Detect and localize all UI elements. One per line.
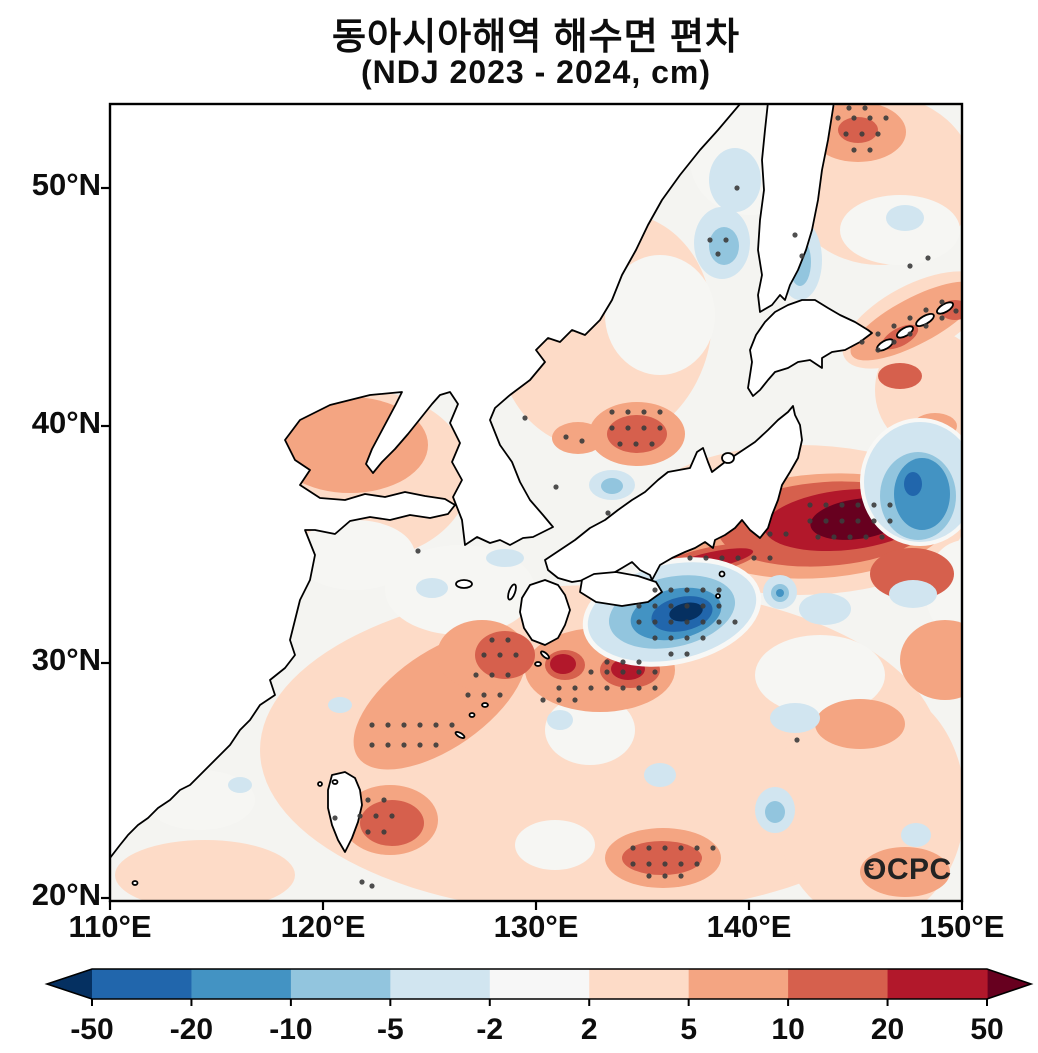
- small-island: [481, 702, 489, 708]
- colorbar-tick-label: -10: [269, 1013, 312, 1046]
- colorbar-tick-label: -5: [377, 1013, 404, 1046]
- shikoku-island: [579, 571, 663, 607]
- chart-title: 동아시아해역 해수면 편차: [332, 16, 740, 57]
- small-island: [534, 661, 542, 667]
- ocpc-wave-icon: ≈: [865, 859, 875, 876]
- coastlines: [110, 104, 954, 886]
- small-island: [131, 880, 139, 886]
- x-tick-label: 150°E: [919, 909, 1005, 944]
- hokkaido-island: [747, 299, 873, 397]
- colorbar-tick-label: -50: [70, 1013, 113, 1046]
- jeju-island: [455, 579, 473, 589]
- kuril-island: [915, 313, 935, 327]
- sado-island: [721, 452, 735, 464]
- x-tick-label: 130°E: [493, 909, 579, 944]
- anomaly-under-minus50: [669, 602, 703, 622]
- okinawa-island: [454, 731, 466, 739]
- mainland-asia-china-korea: [110, 104, 741, 859]
- small-island: [331, 779, 339, 785]
- x-tick-label: 110°E: [68, 909, 152, 944]
- tsushima-island: [507, 583, 517, 601]
- kyushu-island: [519, 579, 571, 646]
- contour-field: [110, 104, 962, 901]
- small-island: [317, 781, 323, 787]
- ocpc-text: OCPC: [863, 853, 952, 886]
- colorbar-tick-label: 20: [871, 1013, 904, 1046]
- taiwan-island: [327, 771, 363, 853]
- x-tick-label: 120°E: [280, 909, 366, 944]
- colorbar-tick-label: 2: [581, 1013, 598, 1046]
- colorbar-tick-label: 10: [771, 1013, 804, 1046]
- x-tick-label: 140°E: [706, 909, 792, 944]
- kuril-island: [896, 325, 914, 339]
- chart-subtitle: (NDJ 2023 - 2024, cm): [360, 54, 712, 90]
- stipple-dots: [332, 105, 959, 889]
- kuril-island: [936, 301, 954, 315]
- colorbar-tick-label: -2: [476, 1013, 503, 1046]
- y-tick-label: 30°N: [31, 642, 101, 677]
- y-tick-label: 40°N: [31, 405, 101, 440]
- colorbar-tick-label: 5: [680, 1013, 697, 1046]
- y-tick-label: 20°N: [31, 877, 101, 912]
- izu-island: [718, 570, 726, 578]
- honshu-island: [544, 405, 803, 583]
- tanegashima-island: [540, 650, 550, 660]
- ocpc-logo: ≈ OCPC: [863, 853, 952, 887]
- colorbar: -50 -20 -10 -5 -2 2 5 10 20 50: [44, 968, 1034, 1046]
- sakhalin-island: [757, 104, 835, 313]
- colorbar-tick-label: 50: [970, 1013, 1003, 1046]
- map-frame: [108, 102, 964, 903]
- map-panel: [101, 102, 964, 910]
- small-island: [468, 712, 476, 718]
- izu-island: [715, 593, 721, 599]
- colorbar-tick-label: -20: [170, 1013, 213, 1046]
- y-tick-label: 50°N: [31, 167, 101, 202]
- axis-ticks: [101, 186, 964, 910]
